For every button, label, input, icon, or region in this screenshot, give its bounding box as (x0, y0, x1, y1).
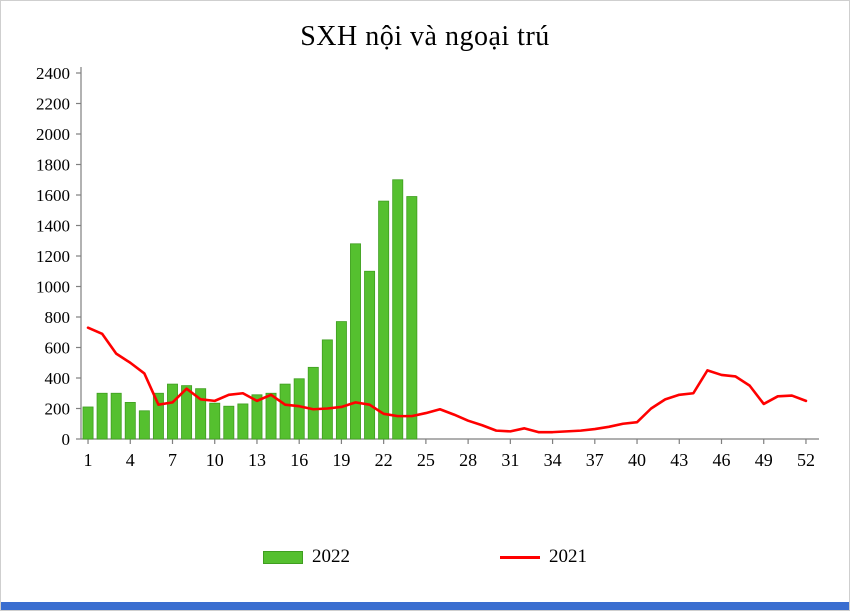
bar-2022 (96, 392, 108, 440)
line-2021 (86, 326, 808, 434)
legend-bar-swatch-icon (263, 550, 303, 564)
bar-2022 (293, 378, 305, 440)
bar-2022 (251, 394, 263, 440)
x-tick-label: 25 (417, 450, 435, 470)
bar-2022 (138, 410, 150, 440)
y-tick-label: 1000 (36, 278, 70, 297)
x-tick-label: 13 (248, 450, 266, 470)
bar-2022 (124, 401, 136, 440)
x-tick-label: 43 (670, 450, 688, 470)
x-tick-label: 1 (84, 450, 93, 470)
bar-2022 (209, 402, 221, 440)
bar-2022 (167, 383, 178, 440)
x-tick-label: 46 (713, 450, 731, 470)
x-tick-label: 4 (126, 450, 135, 470)
y-tick-label: 200 (45, 400, 71, 419)
y-tick-label: 1600 (36, 186, 70, 205)
bar-2022 (392, 179, 404, 440)
y-tick-label: 2200 (36, 95, 70, 114)
x-tick-label: 16 (290, 450, 308, 470)
bar-2022 (307, 366, 319, 440)
x-tick-label: 28 (459, 450, 477, 470)
bar-2022 (181, 385, 193, 440)
x-tick-label: 10 (206, 450, 224, 470)
y-tick-label: 1400 (36, 217, 70, 236)
bar-2022 (350, 243, 361, 440)
bar-2022 (378, 200, 390, 440)
x-tick-label: 22 (375, 450, 393, 470)
y-tick-label: 1200 (36, 247, 70, 266)
bar-2022 (82, 406, 94, 440)
x-tick-label: 7 (168, 450, 177, 470)
bar-2022 (406, 196, 418, 440)
bar-2022 (364, 270, 376, 440)
bar-2022 (237, 403, 249, 440)
bar-2022 (152, 392, 164, 440)
bar-2022 (321, 339, 333, 440)
bar-2022 (279, 383, 291, 440)
y-tick-label: 1800 (36, 156, 70, 175)
x-tick-label: 49 (755, 450, 773, 470)
y-tick-label: 600 (45, 339, 71, 358)
legend: 2022 2021 (1, 546, 849, 568)
x-tick-label: 34 (544, 450, 562, 470)
x-tick-label: 31 (501, 450, 519, 470)
y-tick-label: 0 (62, 430, 71, 449)
x-tick-label: 37 (586, 450, 604, 470)
legend-line-swatch-icon (500, 555, 540, 559)
bar-2022 (223, 405, 235, 440)
chart-canvas: 0 200 400 600 800 1000 1200 1400 1600 1800 2000 220… (36, 64, 819, 470)
bar-2022 (265, 392, 277, 440)
legend-label-2021: 2021 (549, 546, 587, 567)
x-tick-label: 19 (332, 450, 350, 470)
y-tick-label: 400 (45, 369, 71, 388)
bar-2022 (195, 388, 207, 440)
legend-label-2022: 2022 (312, 546, 350, 567)
chart-title: SXH nội và ngoại trú (300, 21, 550, 52)
x-tick-label: 52 (797, 450, 815, 470)
bottom-accent-bar (1, 602, 849, 610)
x-tick-label: 40 (628, 450, 646, 470)
legend-item-2022: 2022 (263, 546, 350, 568)
bar-2022 (110, 392, 122, 440)
y-tick-label: 2400 (36, 64, 70, 83)
y-tick-label: 2000 (36, 125, 70, 144)
bar-2022 (335, 321, 347, 440)
y-tick-label: 800 (45, 308, 71, 327)
legend-item-2021: 2021 (500, 546, 587, 568)
